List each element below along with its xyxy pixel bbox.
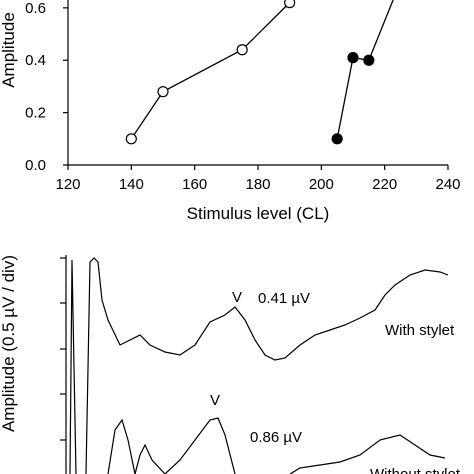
amplitude-label: 0.41 µV — [258, 290, 310, 307]
x-tick-label: 160 — [182, 176, 207, 193]
x-tick-label: 240 — [435, 176, 460, 193]
waveform-panel: Amplitude (0.5 µV / div) V 0.41 µV With … — [0, 255, 461, 474]
x-tick-label: 180 — [245, 176, 270, 193]
y-tick-label: 0.6 — [25, 0, 46, 17]
waveform-with-stylet — [69, 257, 449, 474]
data-point — [347, 52, 359, 64]
x-tick-label: 140 — [119, 176, 144, 193]
data-point — [125, 133, 137, 145]
condition-label: Without stylet — [370, 466, 461, 474]
y-axis-label: Amplitude — [0, 12, 18, 88]
x-tick-label: 200 — [309, 176, 334, 193]
data-point — [331, 133, 343, 145]
y-tick-label: 0.0 — [25, 157, 46, 174]
series-line — [336, 0, 394, 139]
y-tick-label: 0.4 — [25, 52, 46, 69]
data-point — [363, 54, 375, 66]
x-axis-label: Stimulus level (CL) — [187, 204, 330, 223]
series-group — [125, 0, 394, 145]
plot-area: 120 140 160 180 200 220 240 0.0 0.2 0.4 0.6 — [25, 0, 461, 193]
series-line — [130, 2, 291, 140]
y-tick-label: 0.2 — [25, 105, 46, 122]
x-tick-label: 220 — [372, 176, 397, 193]
data-point — [157, 86, 169, 98]
data-point — [284, 0, 296, 9]
waveform-y-label: Amplitude (0.5 µV / div) — [0, 255, 18, 432]
peak-label: V — [232, 289, 242, 306]
amplitude-label: 0.86 µV — [250, 429, 302, 446]
condition-label: With stylet — [385, 322, 455, 339]
waveform-without-stylet — [107, 417, 446, 474]
x-tick-label: 120 — [55, 176, 80, 193]
peak-label: V — [210, 392, 220, 409]
data-point — [236, 44, 248, 56]
